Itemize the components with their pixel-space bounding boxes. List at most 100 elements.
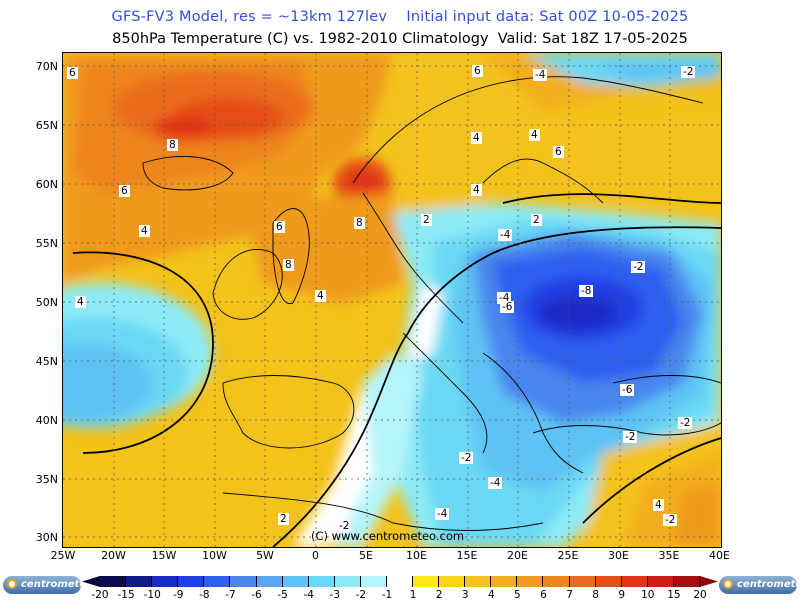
colorbar-cell	[360, 576, 387, 587]
colorbar-tick-label: -3	[329, 589, 341, 601]
colorbar-cell	[152, 576, 179, 587]
colorbar-cell	[647, 576, 674, 587]
colorbar-cell	[386, 576, 414, 587]
contour-label: -2	[623, 431, 638, 443]
contour-label: 4	[139, 225, 150, 237]
colorbar-cell	[100, 576, 127, 587]
colorbar-cell	[439, 576, 466, 587]
colorbar-tick-label: 3	[461, 589, 469, 601]
colorbar-tick-label: -15	[117, 589, 135, 601]
contour-label: -2	[337, 520, 352, 532]
contour-label: 4	[653, 499, 664, 511]
contour-label: -2	[663, 514, 678, 526]
centrometeo-logo-left[interactable]: centrometeo	[3, 576, 93, 594]
latitude-label: 60N	[35, 178, 58, 191]
colorbar-tick-label: -8	[199, 589, 210, 601]
logo-ring-icon	[7, 579, 17, 589]
colorbar-cell	[595, 576, 622, 587]
temperature-map: 6 8 6 8 6 8 4 4 4 6 4 2 2 -2 -4 -4 -2 -6 -8 -4 -6 -2 -2 -4 -2 -4-…	[62, 52, 722, 548]
contour-label: 4	[315, 290, 326, 302]
latitude-label: 50N	[35, 296, 58, 309]
contour-label: 8	[283, 259, 294, 271]
contour-label: -2	[678, 417, 693, 429]
contour-label: -6	[620, 384, 635, 396]
longitude-label: 10W	[202, 549, 227, 562]
colorbar-cell	[308, 576, 335, 587]
chart-title-variable: 850hPa Temperature (C) vs. 1982-2010 Cli…	[112, 31, 688, 47]
contour-label: -4	[533, 69, 548, 81]
colorbar-tick-label: 2	[435, 589, 443, 601]
colorbar-cell	[256, 576, 283, 587]
colorbar-cell	[334, 576, 361, 587]
contour-label: 8	[167, 139, 178, 151]
contour-label: -4	[488, 477, 503, 489]
colorbar-tick-label: -6	[251, 589, 262, 601]
colorbar-tick-label: -7	[225, 589, 236, 601]
colorbar-tick-label: 4	[487, 589, 495, 601]
contour-label: 4	[471, 184, 482, 196]
contour-label: -2	[631, 261, 646, 273]
contour-label: 6	[472, 65, 483, 77]
colorbar-tick-label: 7	[566, 589, 573, 601]
longitude-label: 25E	[557, 549, 579, 562]
colorbar-cell	[543, 576, 570, 587]
longitude-label: 5W	[256, 549, 274, 562]
longitude-label: 0	[312, 549, 319, 562]
contour-label: 6	[274, 221, 285, 233]
contour-label: 4	[529, 129, 540, 141]
colorbar-tick-label: 10	[641, 589, 655, 601]
colorbar-cell	[204, 576, 231, 587]
colorbar-tick-label: 6	[540, 589, 547, 601]
colorbar-tick-label: 9	[618, 589, 626, 601]
centrometeo-logo-right[interactable]: centrometeo	[719, 576, 800, 594]
latitude-label: 45N	[35, 355, 58, 368]
longitude-label: 20W	[101, 549, 126, 562]
contour-label: 2	[278, 513, 289, 525]
contour-label: -4	[498, 229, 513, 241]
colorbar-cell	[621, 576, 648, 587]
colorbar-left-arrow-icon	[82, 576, 100, 587]
colorbar-tick-label: 8	[592, 589, 599, 601]
colorbar-cell	[673, 576, 700, 587]
colorbar-cell	[569, 576, 596, 587]
longitude-label: 20E	[507, 549, 528, 562]
longitude-label: 35E	[658, 549, 680, 562]
latitude-label: 70N	[35, 60, 58, 73]
copyright-notice: (C) www.centrometeo.com	[311, 529, 465, 543]
latitude-label: 30N	[35, 531, 58, 544]
colorbar-tick-label: -20	[91, 589, 109, 601]
contour-label: -4	[435, 508, 450, 520]
longitude-label: 40E	[709, 549, 730, 562]
contour-label: -2	[459, 452, 474, 464]
contour-label: -6	[500, 301, 515, 313]
chart-title-model: GFS-FV3 Model, res = ~13km 127lev Initia…	[111, 9, 689, 25]
latitude-label: 40N	[35, 414, 58, 427]
contour-label: 8	[354, 217, 365, 229]
longitude-label: 30E	[608, 549, 629, 562]
contour-label: 4	[75, 296, 86, 308]
logo-ring-icon	[723, 579, 733, 589]
contour-label: 2	[531, 214, 542, 226]
colorbar-cell	[282, 576, 309, 587]
contour-label: 4	[471, 132, 482, 144]
longitude-label: 15W	[151, 549, 177, 562]
colorbar-tick-label: 15	[667, 589, 681, 601]
contour-label: -2	[681, 66, 696, 78]
colorbar-tick-label: 1	[409, 589, 417, 601]
latitude-label: 55N	[35, 237, 58, 250]
colorbar-tick-label: -1	[381, 589, 393, 601]
colorbar-tick-label: 5	[514, 589, 521, 601]
colorbar-right-arrow-icon	[700, 576, 718, 587]
colorbar-cell	[517, 576, 544, 587]
contour-label: 6	[553, 146, 564, 158]
latitude-label: 35N	[35, 473, 58, 486]
colorbar-tick-label: -4	[303, 589, 314, 601]
longitude-label: 5E	[359, 549, 373, 562]
longitude-label: 15E	[456, 549, 478, 562]
colorbar-cell	[465, 576, 492, 587]
colorbar-tick-label: -5	[277, 589, 288, 601]
latitude-label: 65N	[35, 119, 58, 132]
colorbar-cell	[126, 576, 153, 587]
contour-label: -8	[579, 285, 594, 297]
longitude-label: 25W	[50, 549, 76, 562]
